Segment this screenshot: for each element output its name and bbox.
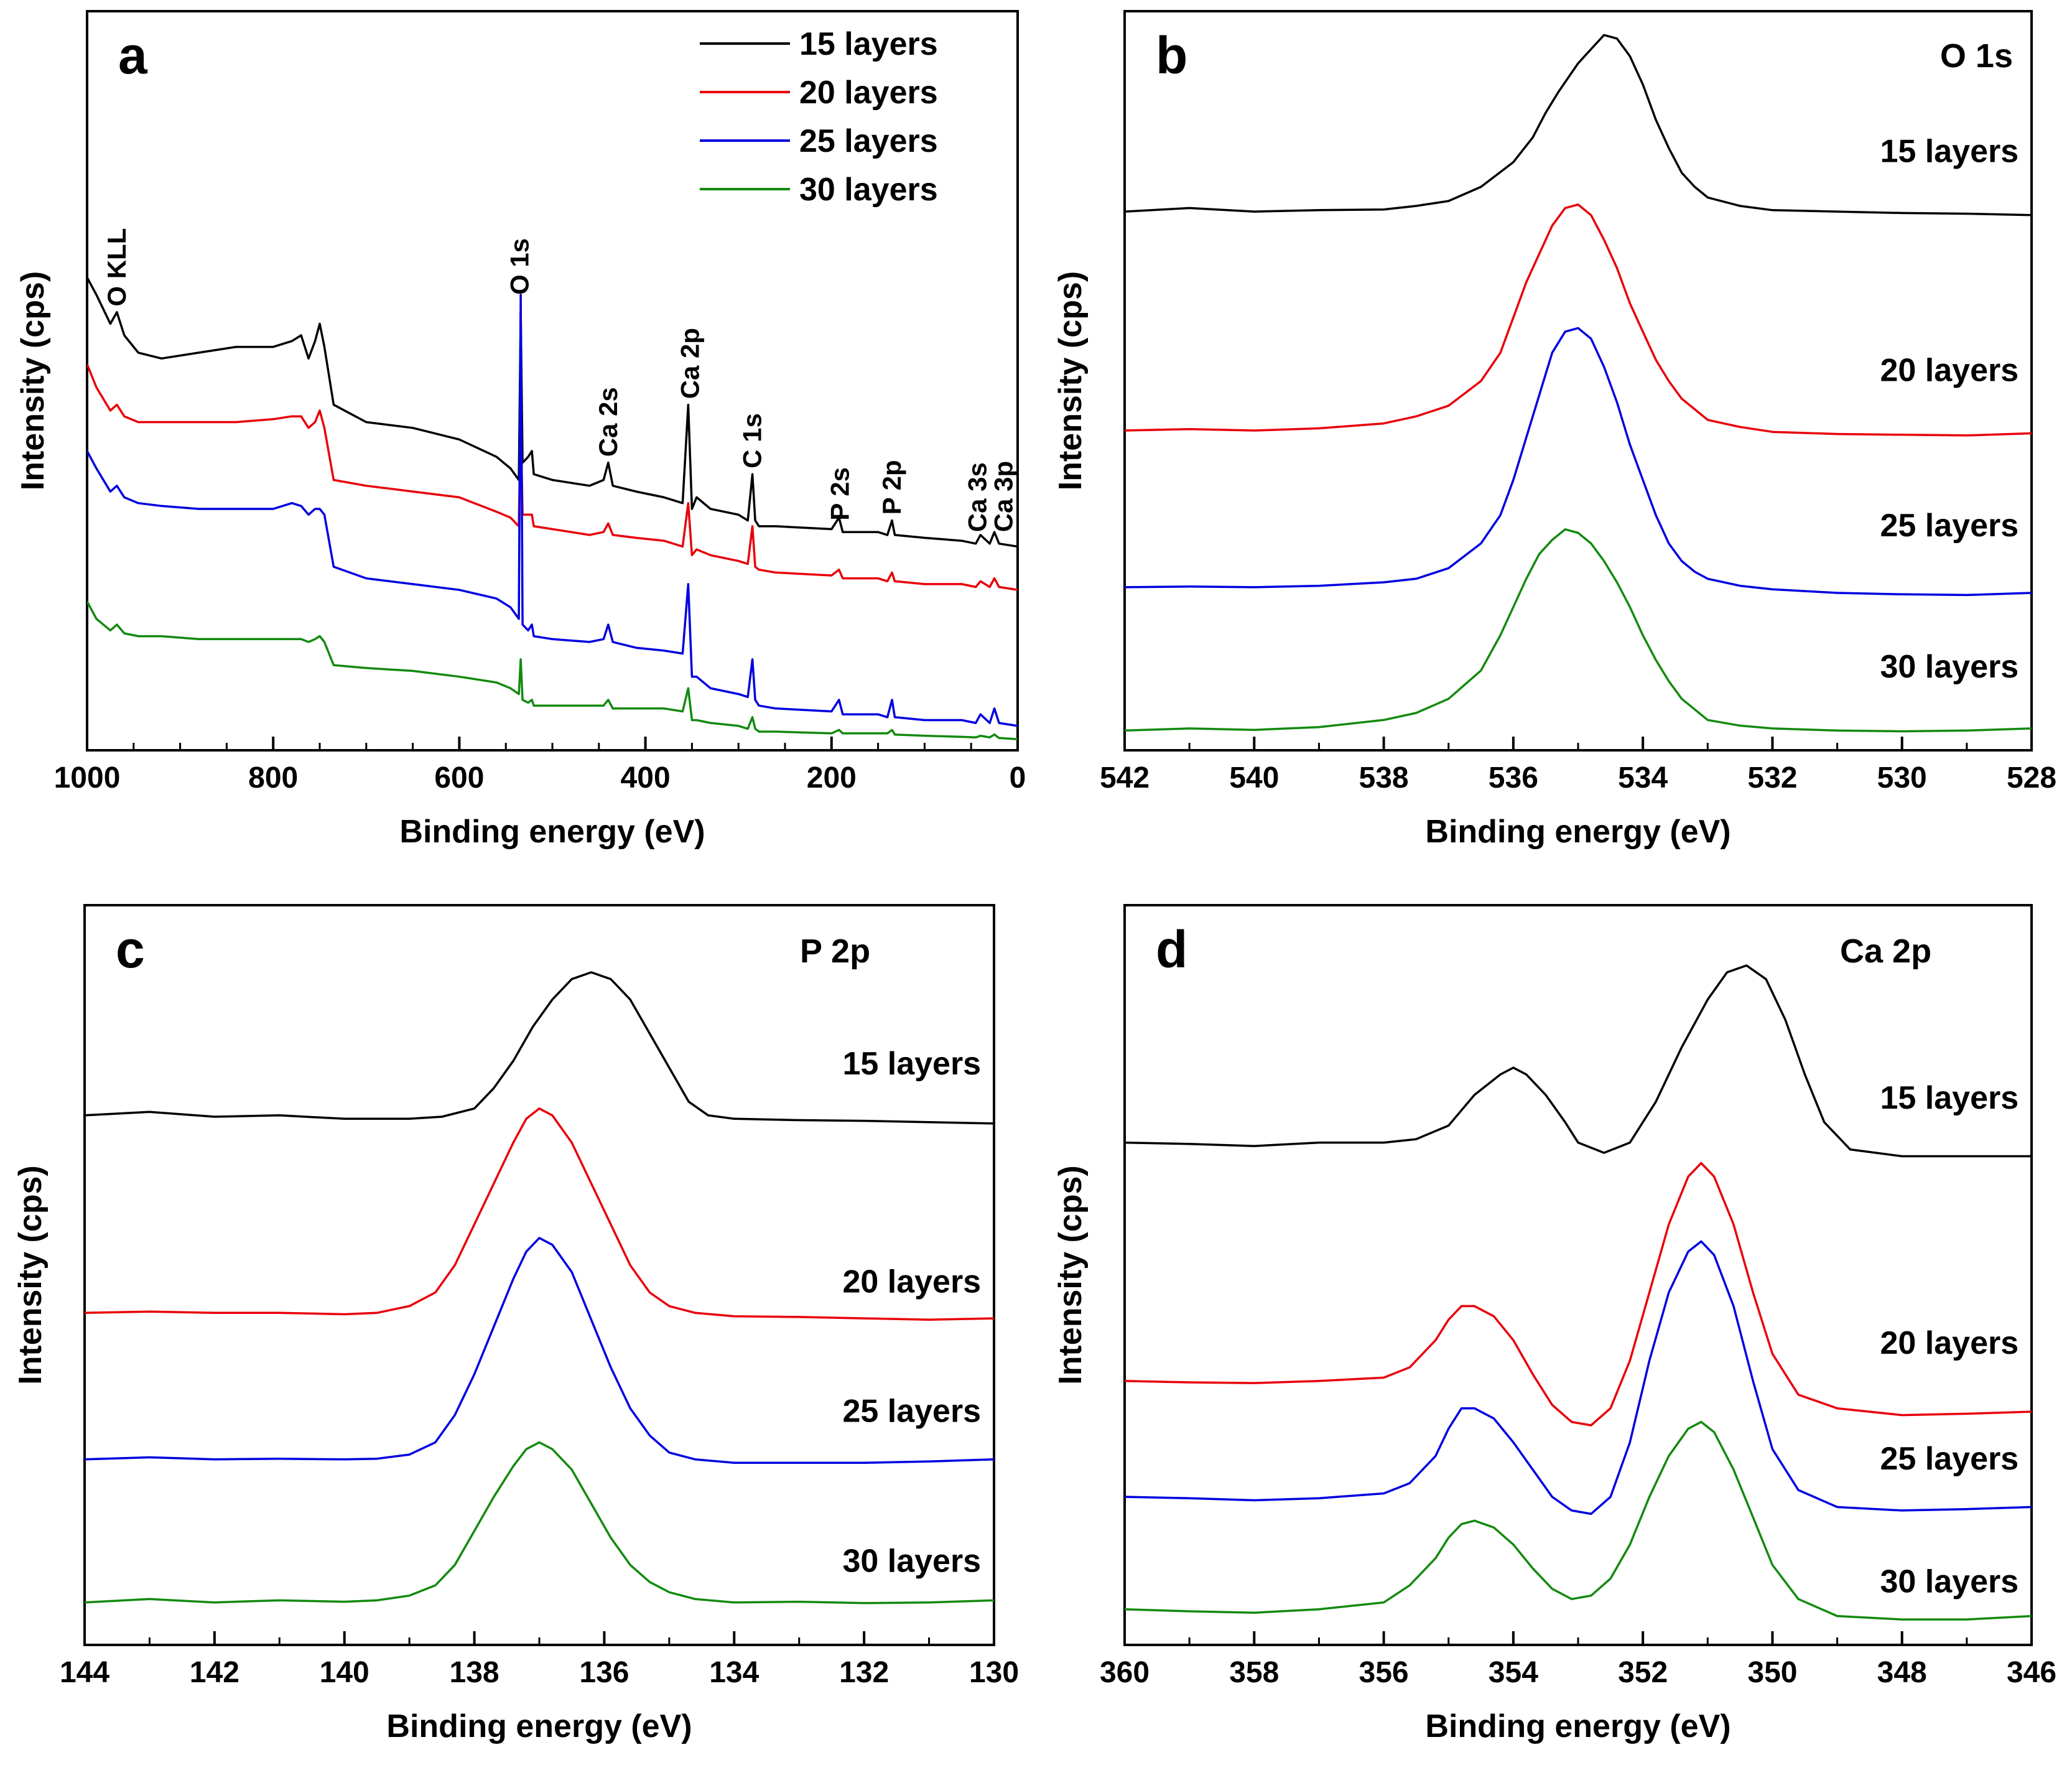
- series-label: 25 layers: [1880, 1441, 2019, 1477]
- series-label: 30 layers: [1880, 649, 2019, 685]
- peak-label: P 2p: [877, 460, 906, 515]
- series-label: 25 layers: [842, 1394, 981, 1430]
- x-tick-label: 0: [1010, 761, 1026, 794]
- panel-title: O 1s: [1940, 37, 2013, 75]
- panel-d: 360 358 356 354 352 350 348 346 Binding energy (…: [1052, 904, 2056, 1744]
- series-group: [1125, 964, 2032, 1621]
- series-group: [85, 971, 994, 1604]
- axes-frame: [1123, 904, 2033, 1646]
- series-line-15-layers: [85, 971, 994, 1125]
- x-tick-label: 132: [839, 1656, 889, 1689]
- panel-a: 1000 800 600 400 200 0 Binding energy (eV) Inte…: [15, 10, 1026, 850]
- series-line-30-layers: [1125, 528, 2032, 733]
- panel-letter: b: [1156, 26, 1187, 85]
- panel-letter: c: [116, 920, 145, 979]
- y-axis-title: Intensity (cps): [1052, 271, 1089, 491]
- legend-label: 15 layers: [799, 26, 938, 62]
- x-axis-title: Binding energy (eV): [1425, 814, 1731, 850]
- x-tick-label: 360: [1100, 1656, 1150, 1689]
- series-label: 20 layers: [842, 1264, 981, 1300]
- x-axis-title: Binding energy (eV): [386, 1708, 692, 1744]
- x-tick-label: 530: [1877, 761, 1927, 794]
- peak-label: Ca 2s: [593, 387, 623, 457]
- legend-label: 30 layers: [799, 172, 938, 208]
- x-tick-label: 540: [1229, 761, 1279, 794]
- panel-title: P 2p: [800, 933, 870, 970]
- x-tick-label: 400: [621, 761, 671, 794]
- series-label: 20 layers: [1880, 1325, 2019, 1361]
- x-tick-label: 534: [1618, 761, 1668, 794]
- y-axis-title: Intensity (cps): [1052, 1165, 1089, 1385]
- series-line-25-layers: [85, 1237, 994, 1464]
- x-tick-label: 600: [434, 761, 484, 794]
- legend-label: 20 layers: [799, 75, 938, 111]
- peak-label: Ca 2p: [675, 328, 704, 399]
- series-line-30-layers: [87, 600, 1018, 740]
- peak-label: C 1s: [738, 413, 767, 468]
- x-tick-label: 538: [1359, 761, 1409, 794]
- peak-label: O KLL: [102, 228, 131, 307]
- x-tick-label: 800: [248, 761, 298, 794]
- series-label: 20 layers: [1880, 353, 2019, 389]
- y-axis-title: Intensity (cps): [15, 271, 51, 491]
- series-line-20-layers: [1125, 203, 2032, 437]
- x-tick-label: 354: [1489, 1656, 1538, 1689]
- x-tick-label: 346: [2007, 1656, 2056, 1689]
- legend-label: 25 layers: [799, 123, 938, 159]
- x-tick-label: 536: [1489, 761, 1538, 794]
- x-tick-label: 130: [969, 1656, 1019, 1689]
- peak-label: O 1s: [505, 238, 534, 295]
- x-axis-title: Binding energy (eV): [1425, 1708, 1731, 1744]
- x-tick-label: 144: [60, 1656, 109, 1689]
- x-tick-label: 348: [1877, 1656, 1927, 1689]
- series-label: 15 layers: [1880, 134, 2019, 170]
- x-tick-label: 140: [320, 1656, 369, 1689]
- panel-b: 542 540 538 536 534 532 530 528 Binding energy (…: [1052, 10, 2056, 850]
- series-group: [1125, 34, 2032, 733]
- series-line-15-layers: [1125, 34, 2032, 217]
- series-group: [87, 277, 1018, 740]
- x-tick-label: 358: [1229, 1656, 1279, 1689]
- x-tick-label: 352: [1618, 1656, 1668, 1689]
- series-label: 15 layers: [1880, 1080, 2019, 1116]
- series-line-20-layers: [87, 363, 1018, 591]
- series-line-15-layers: [87, 277, 1018, 548]
- x-tick-label: 356: [1359, 1656, 1409, 1689]
- x-tick-label: 542: [1100, 761, 1150, 794]
- series-label: 30 layers: [1880, 1563, 2019, 1599]
- series-line-20-layers: [1125, 1162, 2032, 1427]
- series-line-25-layers: [1125, 1240, 2032, 1516]
- series-line-25-layers: [1125, 327, 2032, 597]
- x-tick-label: 200: [807, 761, 857, 794]
- series-line-25-layers: [87, 294, 1018, 727]
- peak-label: P 2s: [825, 467, 854, 521]
- x-tick-label: 350: [1747, 1656, 1797, 1689]
- series-line-15-layers: [1125, 964, 2032, 1158]
- x-tick-label: 142: [190, 1656, 239, 1689]
- x-tick-label: 532: [1747, 761, 1797, 794]
- series-line-30-layers: [85, 1441, 994, 1604]
- panel-c: 144 142 140 138 136 134 132 130 Binding energy (…: [12, 904, 1019, 1744]
- peak-label: Ca 3s: [963, 462, 992, 532]
- y-axis-title: Intensity (cps): [12, 1165, 49, 1385]
- series-label: 30 layers: [842, 1543, 981, 1579]
- x-tick-label: 138: [450, 1656, 499, 1689]
- panel-letter: a: [118, 26, 148, 85]
- x-axis-title: Binding energy (eV): [399, 814, 705, 850]
- series-line-30-layers: [1125, 1420, 2032, 1621]
- x-tick-label: 136: [579, 1656, 629, 1689]
- peak-label: Ca 3p: [989, 461, 1018, 532]
- x-tick-label: 134: [709, 1656, 759, 1689]
- series-label: 15 layers: [842, 1046, 981, 1082]
- x-tick-label: 1000: [54, 761, 121, 794]
- x-tick-label: 528: [2007, 761, 2056, 794]
- series-line-20-layers: [85, 1107, 994, 1321]
- series-label: 25 layers: [1880, 508, 2019, 544]
- panel-title: Ca 2p: [1840, 933, 1931, 970]
- panel-letter: d: [1156, 920, 1187, 979]
